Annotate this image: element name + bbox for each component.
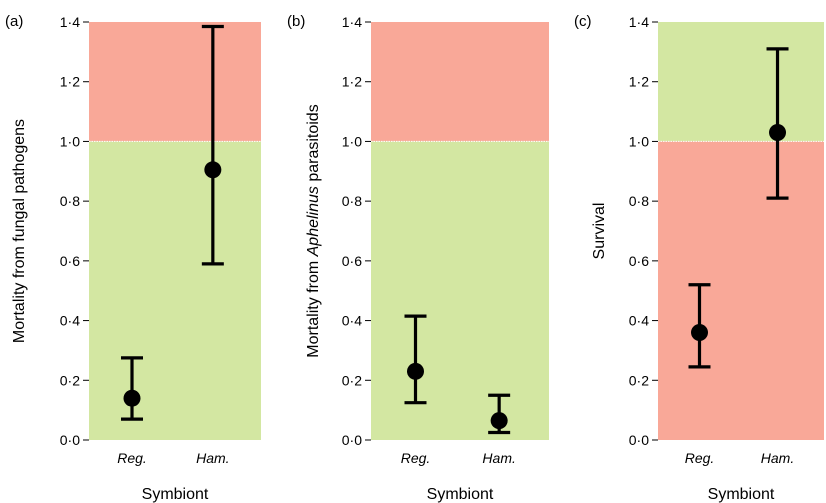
x-axis-label: Symbiont: [142, 486, 209, 503]
x-axis-label: Symbiont: [708, 486, 775, 503]
chart-panel-1: 0·0 0·2 0·4 0·6 0·8 1·0 1·2 1·4 (a) Mortality fro…: [5, 13, 261, 503]
y-tick-label: 0·2: [60, 372, 80, 388]
y-tick-label: 1·0: [342, 133, 362, 149]
data-point: [407, 362, 424, 380]
chart-panel-2: 0·0 0·2 0·4 0·6 0·8 1·0 1·2 1·4 (b) Mortality fro…: [287, 13, 549, 503]
y-axis-label-part: Aphelinus: [305, 186, 322, 257]
y-tick-label: 0·4: [629, 313, 649, 329]
data-point: [769, 123, 787, 141]
y-axis-label: Mortality from fungal pathogens: [11, 119, 28, 343]
y-tick-label: 0·2: [342, 372, 362, 388]
x-category-label: Reg.: [685, 450, 715, 466]
chart-panel-3: 0·0 0·2 0·4 0·6 0·8 1·0 1·2 1·4 (c) Survival Reg. H…: [574, 13, 824, 503]
y-tick-label: 0·2: [629, 372, 649, 388]
y-axis-label-part: parasitoids: [305, 104, 322, 186]
y-axis-label-part: Mortality from: [305, 256, 322, 357]
y-tick-label: 1·4: [60, 14, 80, 30]
y-tick-label: 0·8: [342, 193, 362, 209]
region-above-threshold: [658, 22, 824, 142]
y-axis-label: Mortality from Aphelinus parasitoids: [305, 104, 322, 357]
x-category-label: Ham.: [761, 450, 794, 466]
data-point: [123, 389, 141, 407]
x-category-label: Ham.: [482, 450, 515, 466]
panel-label: (a): [5, 13, 23, 30]
y-tick-label: 0·8: [60, 193, 80, 209]
y-tick-label: 1·0: [629, 133, 649, 149]
y-tick-label: 1·4: [629, 14, 649, 30]
y-tick-label: 1·2: [629, 74, 649, 90]
panel-label: (c): [574, 13, 592, 30]
x-category-label: Reg.: [401, 450, 431, 466]
region-below-threshold: [371, 141, 549, 440]
y-tick-label: 1·4: [342, 14, 362, 30]
y-tick-label: 1·0: [60, 133, 80, 149]
x-category-label: Reg.: [117, 450, 147, 466]
data-point: [204, 161, 222, 179]
region-below-threshold: [658, 141, 824, 440]
region-below-threshold: [89, 141, 261, 440]
panel-label: (b): [287, 13, 305, 30]
y-tick-label: 0·6: [629, 253, 649, 269]
region-above-threshold: [371, 22, 549, 142]
y-tick-label: 0·8: [629, 193, 649, 209]
y-tick-label: 0·6: [342, 253, 362, 269]
y-tick-label: 0·6: [60, 253, 80, 269]
x-axis-label: Symbiont: [427, 486, 494, 503]
y-axis-label: Survival: [591, 203, 608, 260]
x-category-label: Ham.: [196, 450, 229, 466]
y-tick-label: 0·4: [60, 313, 80, 329]
y-tick-label: 0·4: [342, 313, 362, 329]
y-tick-label: 0·0: [342, 432, 362, 448]
y-tick-label: 0·0: [60, 432, 80, 448]
y-tick-label: 0·0: [629, 432, 649, 448]
region-above-threshold: [89, 22, 261, 142]
y-tick-label: 1·2: [342, 74, 362, 90]
data-point: [490, 412, 508, 430]
data-point: [691, 324, 708, 342]
y-tick-label: 1·2: [60, 74, 80, 90]
